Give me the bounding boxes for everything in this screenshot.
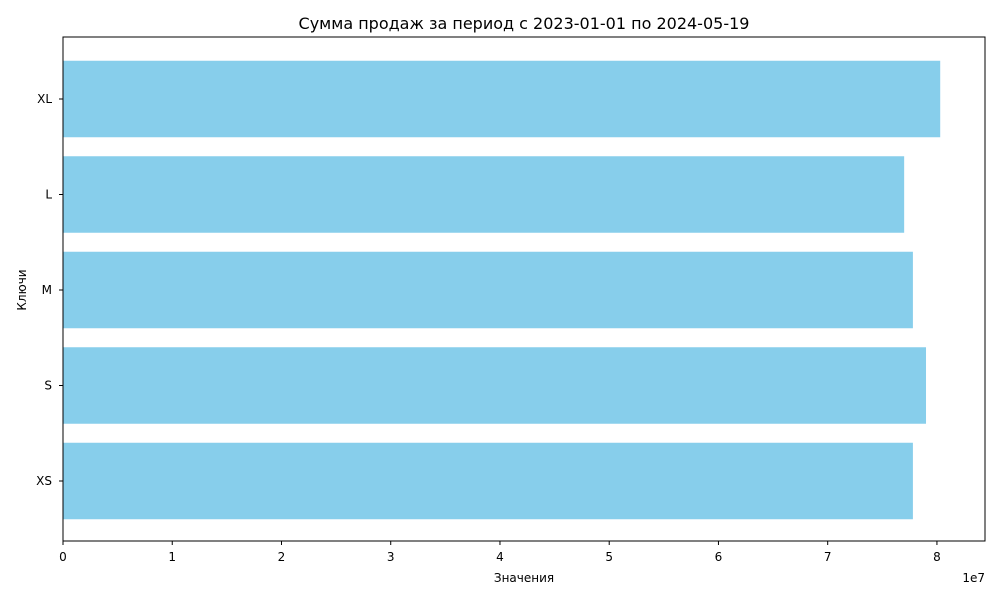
bars-layer — [63, 60, 941, 520]
x-axis-label: Значения — [494, 571, 554, 585]
plot-frame — [62, 36, 986, 542]
bar-s — [63, 347, 927, 424]
x-tick-label: 7 — [824, 550, 832, 564]
bar-xl — [63, 60, 941, 138]
bar-xs — [63, 442, 913, 520]
x-tick-label: 8 — [933, 550, 941, 564]
y-tick-label-xs: XS — [36, 474, 52, 488]
axes-layer: XS S M L XL 0 1 2 3 4 5 6 7 8 — [36, 36, 986, 564]
x-tick-label: 1 — [168, 550, 176, 564]
y-tick-label-m: M — [42, 283, 52, 297]
chart-title: Сумма продаж за период с 2023-01-01 по 2… — [299, 14, 750, 33]
x-tick-label: 2 — [278, 550, 286, 564]
bar-l — [63, 156, 905, 233]
y-tick-label-s: S — [44, 379, 52, 393]
x-tick-label: 4 — [496, 550, 504, 564]
bar-m — [63, 251, 913, 329]
x-tick-label: 0 — [59, 550, 67, 564]
x-tick-label: 6 — [715, 550, 723, 564]
y-tick-label-xl: XL — [37, 92, 52, 106]
y-axis-label: Ключи — [15, 269, 29, 310]
y-tick-label-l: L — [45, 188, 52, 202]
x-axis-offset-label: 1e7 — [962, 571, 985, 585]
x-tick-label: 3 — [387, 550, 395, 564]
x-tick-label: 5 — [605, 550, 613, 564]
